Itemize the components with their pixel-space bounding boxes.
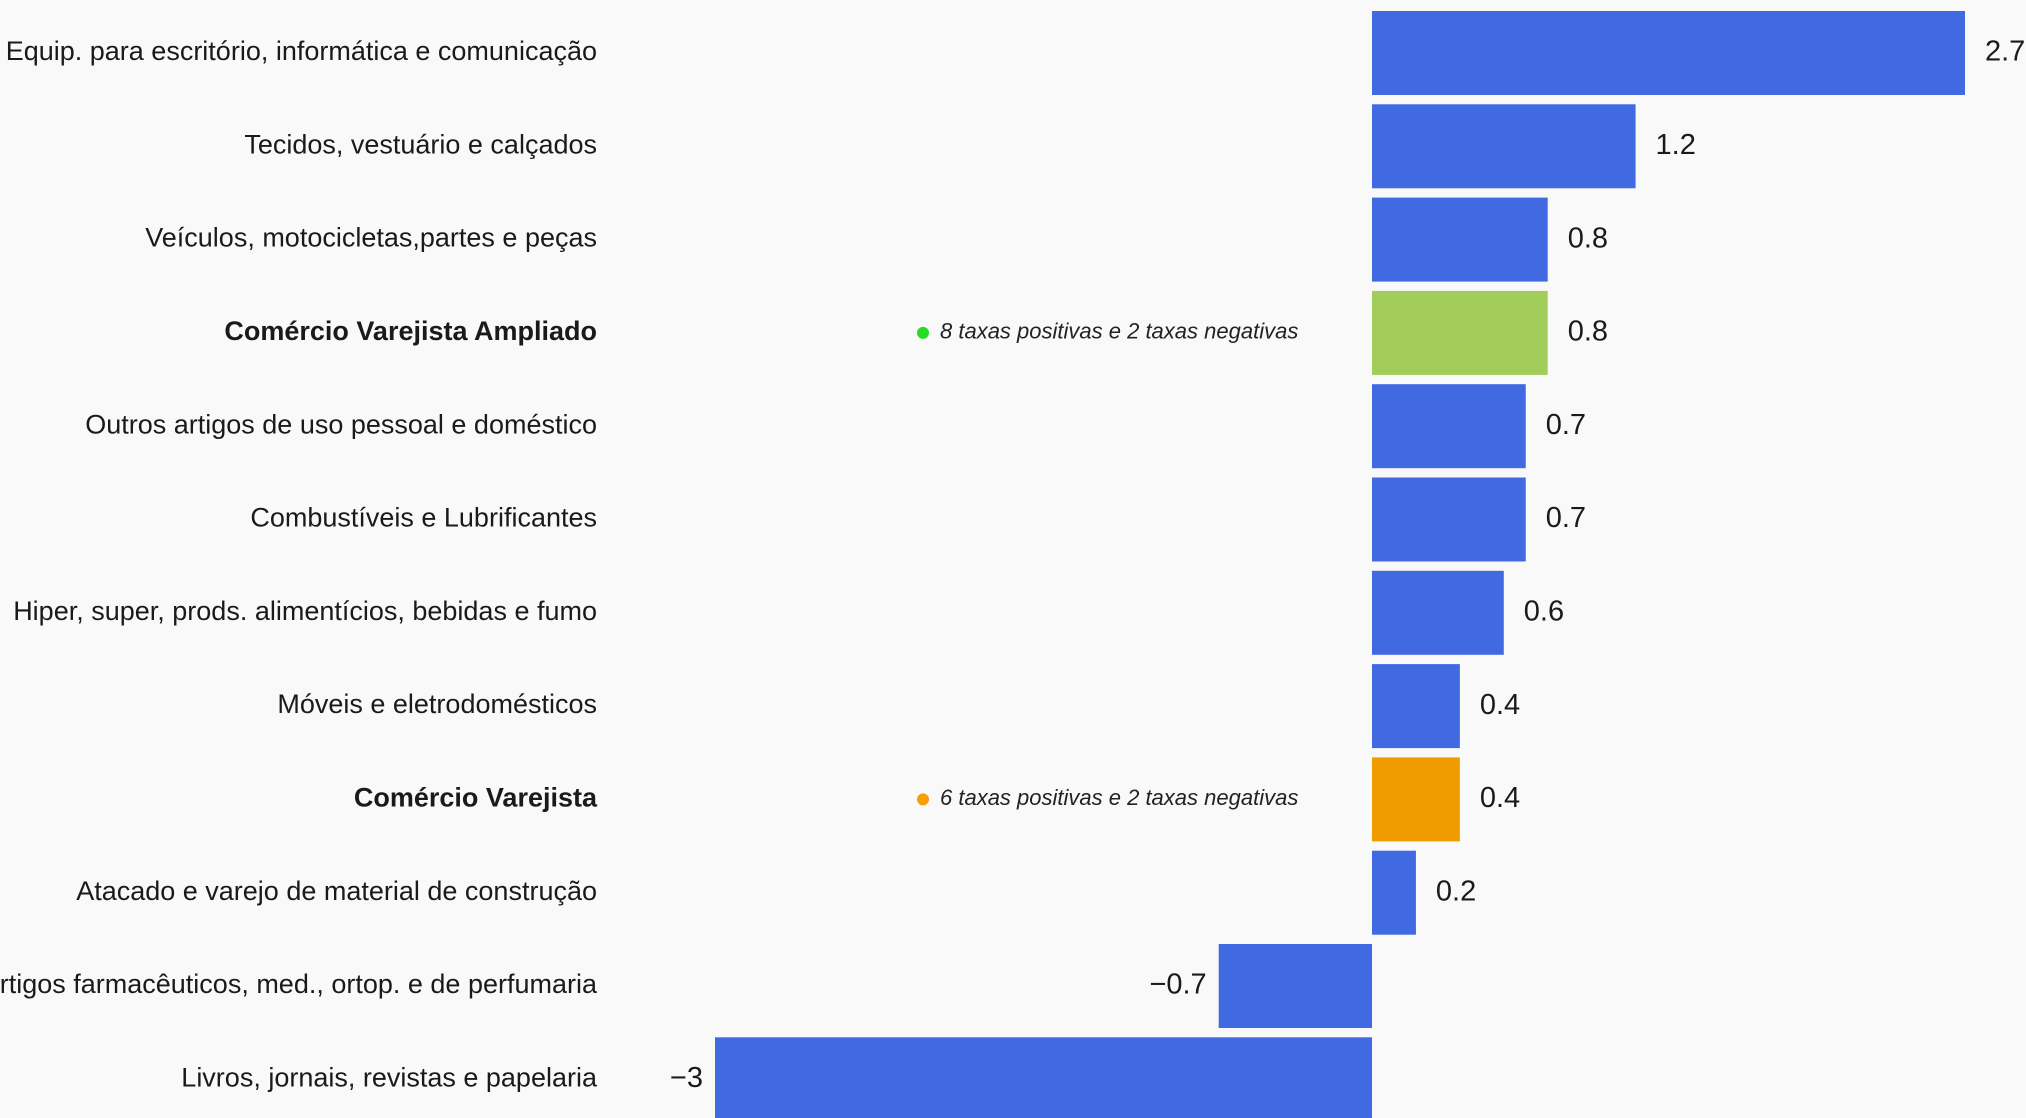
value-label: 2.7 bbox=[1985, 36, 2025, 68]
value-label: 0.6 bbox=[1524, 595, 1564, 627]
value-label: 0.8 bbox=[1568, 222, 1608, 254]
category-label: Comércio Varejista Ampliado bbox=[224, 316, 597, 346]
annotation-marker-icon bbox=[917, 326, 929, 339]
value-label: 0.7 bbox=[1546, 502, 1586, 534]
category-label: Artigos farmacêuticos, med., ortop. e de… bbox=[0, 969, 598, 999]
bar-11 bbox=[1218, 944, 1372, 1028]
category-label: Outros artigos de uso pessoal e doméstic… bbox=[85, 409, 597, 439]
value-label: 0.2 bbox=[1436, 875, 1476, 907]
bar-9 bbox=[1372, 757, 1460, 842]
value-label: −0.7 bbox=[1149, 969, 1206, 1001]
value-label: 0.7 bbox=[1546, 409, 1586, 441]
bar-2 bbox=[1372, 104, 1636, 189]
bar-3 bbox=[1372, 197, 1548, 282]
value-label: 0.4 bbox=[1480, 782, 1520, 814]
bar-5 bbox=[1372, 384, 1526, 469]
category-label: Móveis e eletrodomésticos bbox=[277, 689, 597, 719]
bar-10 bbox=[1372, 850, 1416, 935]
bar-7 bbox=[1372, 570, 1504, 655]
category-label: Hiper, super, prods. alimentícios, bebid… bbox=[13, 596, 597, 626]
annotation-text: 8 taxas positivas e 2 taxas negativas bbox=[940, 319, 1298, 344]
category-label: Equip. para escritório, informática e co… bbox=[6, 36, 597, 66]
category-label: Livros, jornais, revistas e papelaria bbox=[181, 1062, 598, 1092]
bar-12 bbox=[715, 1037, 1372, 1118]
category-label: Atacado e varejo de material de construç… bbox=[76, 876, 597, 906]
bar-8 bbox=[1372, 664, 1460, 749]
value-label: 0.8 bbox=[1568, 316, 1608, 348]
category-label: Combustíveis e Lubrificantes bbox=[250, 503, 597, 533]
value-label: −3 bbox=[670, 1062, 703, 1094]
bar-4 bbox=[1372, 290, 1548, 375]
annotation-text: 6 taxas positivas e 2 taxas negativas bbox=[940, 785, 1298, 810]
category-label: Tecidos, vestuário e calçados bbox=[244, 129, 597, 159]
bar-1 bbox=[1372, 11, 1965, 95]
category-label: Veículos, motocicletas,partes e peças bbox=[145, 223, 597, 253]
value-label: 1.2 bbox=[1656, 129, 1696, 161]
value-label: 0.4 bbox=[1480, 689, 1520, 721]
bar-6 bbox=[1372, 477, 1526, 562]
category-label: Comércio Varejista bbox=[354, 783, 598, 813]
annotation-marker-icon bbox=[917, 793, 929, 806]
